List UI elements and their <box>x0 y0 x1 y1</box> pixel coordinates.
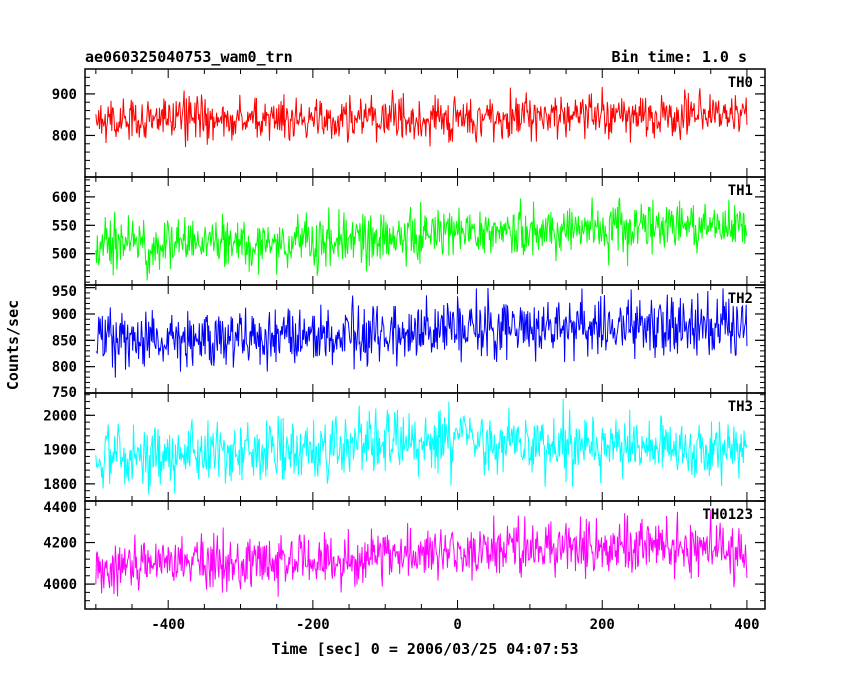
y-tick-label: 500 <box>52 247 77 263</box>
panel-label: TH0 <box>728 75 753 91</box>
panel-th0123: 4000 4200 4400 TH0123 <box>43 500 766 610</box>
series-line-th3 <box>95 398 748 495</box>
panel-label: TH0123 <box>702 507 753 523</box>
x-axis: -400 -200 0 200 400 <box>151 617 759 633</box>
y-tick-label: 900 <box>52 307 77 323</box>
panel-th3: 1800 1900 2000 TH3 <box>43 392 766 502</box>
y-tick-label: 1900 <box>43 443 77 459</box>
panel-label: TH1 <box>728 183 753 199</box>
y-tick-label: 2000 <box>43 408 77 424</box>
y-tick-label: 550 <box>52 218 77 234</box>
y-tick-label: 1800 <box>43 477 77 493</box>
x-tick-label: 400 <box>734 617 759 633</box>
panel-label: TH2 <box>728 291 753 307</box>
panels: 800 900 TH0 500 550 600 TH1 750 800 850 900 950 TH2 1… <box>43 68 766 610</box>
panel-th0: 800 900 TH0 <box>52 68 766 178</box>
series-line-th0 <box>95 86 748 148</box>
series-line-th2 <box>95 287 748 378</box>
panel-th1: 500 550 600 TH1 <box>52 176 766 286</box>
y-tick-label: 950 <box>52 284 77 300</box>
y-tick-label: 900 <box>52 87 77 103</box>
y-axis-label: Counts/sec <box>4 300 22 390</box>
y-tick-label: 4200 <box>43 536 77 552</box>
x-tick-label: -200 <box>296 617 330 633</box>
y-tick-label: 800 <box>52 360 77 376</box>
y-tick-label: 750 <box>52 385 77 401</box>
y-tick-label: 850 <box>52 333 77 349</box>
chart-title: ae060325040753_wam0_trn <box>85 48 293 66</box>
bin-time-label: Bin time: 1.0 s <box>612 48 747 66</box>
y-tick-label: 600 <box>52 190 77 206</box>
y-tick-label: 4000 <box>43 577 77 593</box>
x-tick-label: -400 <box>151 617 185 633</box>
x-tick-label: 200 <box>590 617 615 633</box>
panel-th2: 750 800 850 900 950 TH2 <box>52 284 766 401</box>
series-line-th1 <box>95 197 748 281</box>
x-tick-label: 0 <box>453 617 461 633</box>
panel-frame <box>84 500 766 610</box>
series-line-th0123 <box>95 509 748 597</box>
x-axis-label: Time [sec] 0 = 2006/03/25 04:07:53 <box>271 640 578 658</box>
panel-label: TH3 <box>728 399 753 415</box>
y-tick-label: 4400 <box>43 500 77 516</box>
y-tick-label: 800 <box>52 128 77 144</box>
